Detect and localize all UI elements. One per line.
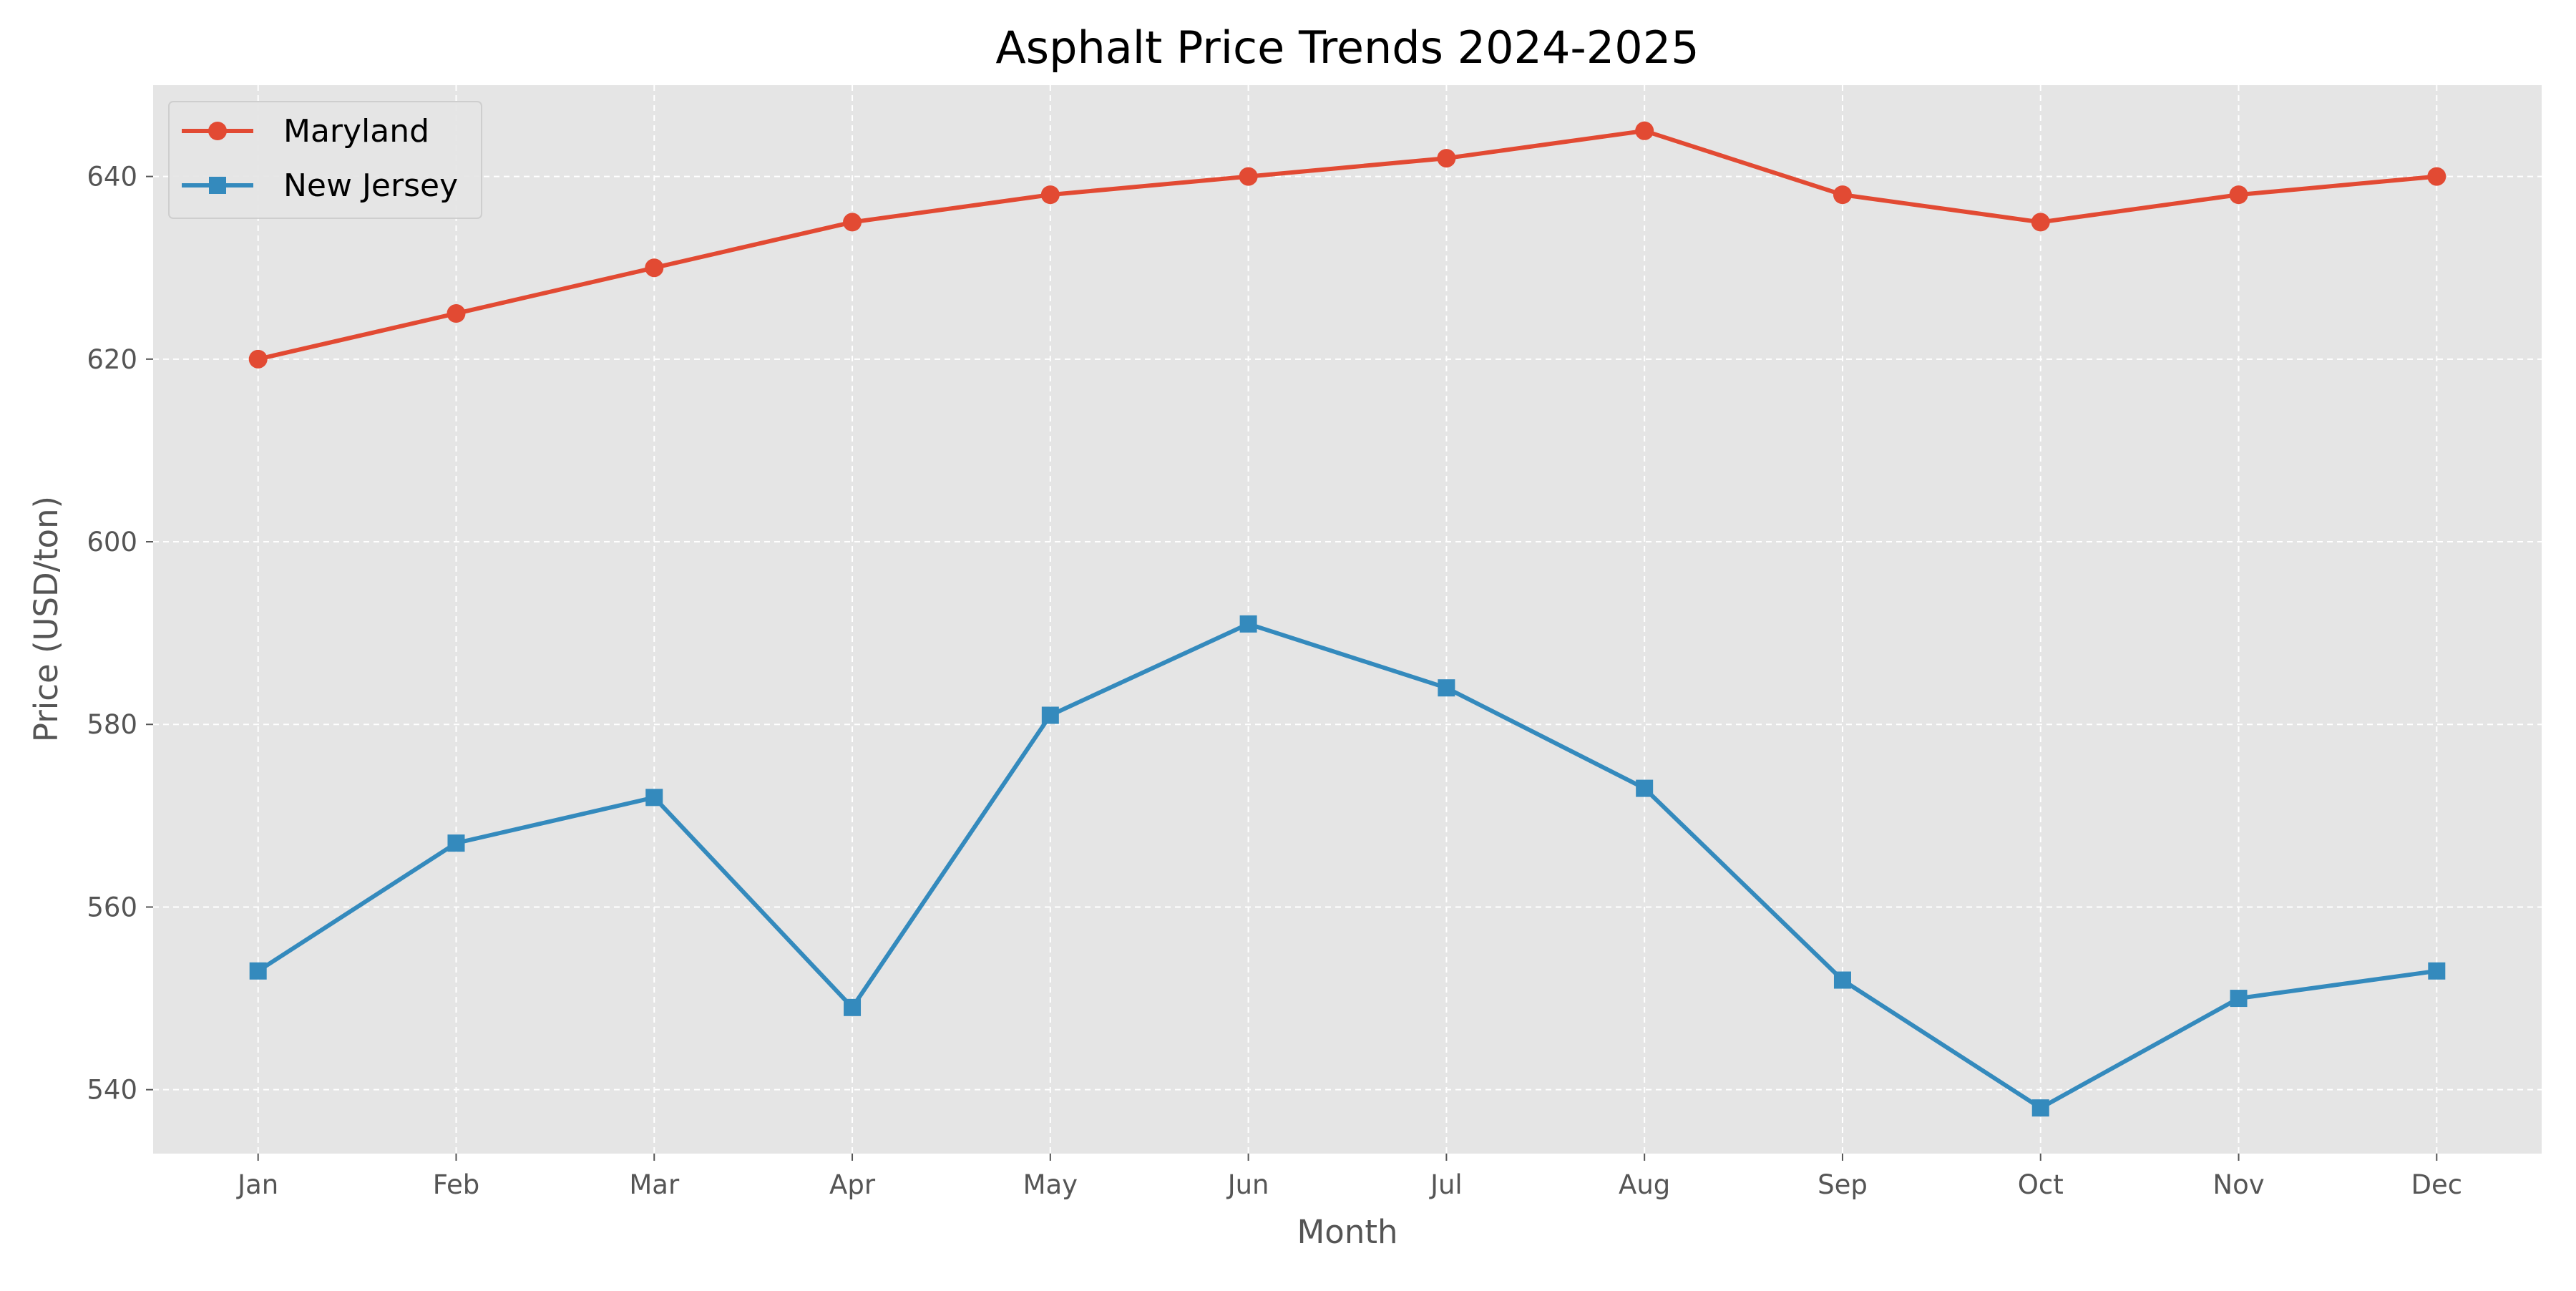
x-tick-label: Apr	[829, 1169, 876, 1200]
data-point-new-jersey	[1636, 779, 1654, 797]
data-point-maryland	[843, 213, 862, 232]
chart-title: Asphalt Price Trends 2024-2025	[995, 21, 1699, 74]
series-layer	[248, 121, 2446, 1117]
y-tick-label: 580	[87, 709, 137, 740]
data-point-maryland	[1040, 185, 1060, 205]
data-point-maryland	[2229, 185, 2248, 205]
data-point-new-jersey	[1041, 706, 1059, 724]
data-point-new-jersey	[1833, 971, 1851, 989]
data-point-maryland	[248, 349, 268, 369]
data-point-new-jersey	[249, 962, 267, 980]
legend-label-maryland: Maryland	[283, 113, 429, 150]
data-point-maryland	[2031, 213, 2050, 232]
x-tick-label: Oct	[2018, 1169, 2064, 1200]
data-point-maryland	[645, 258, 664, 278]
series-line-new-jersey	[257, 621, 2437, 1111]
x-tick-label: May	[1023, 1169, 1078, 1200]
data-point-maryland	[1239, 167, 1258, 186]
data-point-new-jersey	[844, 998, 862, 1016]
x-axis-label: Month	[1297, 1213, 1397, 1251]
data-point-maryland	[1635, 121, 1654, 140]
data-point-new-jersey	[1438, 679, 1455, 697]
y-tick-label: 640	[87, 162, 137, 193]
data-point-maryland	[447, 304, 466, 323]
data-point-new-jersey	[645, 789, 663, 807]
y-tick-label: 620	[87, 344, 137, 375]
y-axis-label: Price (USD/ton)	[27, 496, 65, 742]
plot-background	[153, 85, 2542, 1154]
y-axis: 540 560 580 600 620 640	[87, 162, 153, 1106]
grid	[153, 85, 2542, 1154]
x-tick-label: Jun	[1226, 1169, 1269, 1200]
x-tick-label: Dec	[2411, 1169, 2463, 1200]
x-tick-label: Sep	[1818, 1169, 1868, 1200]
y-tick-label: 600	[87, 527, 137, 557]
legend-marker-new-jersey	[209, 177, 226, 194]
y-tick-label: 560	[87, 892, 137, 922]
data-point-new-jersey	[2428, 962, 2446, 980]
legend-marker-maryland	[208, 122, 227, 140]
data-point-new-jersey	[1239, 615, 1257, 633]
x-tick-label: Mar	[629, 1169, 680, 1200]
x-tick-label: Aug	[1619, 1169, 1670, 1200]
legend: Maryland New Jersey	[168, 101, 482, 219]
x-axis: Jan Feb Mar Apr May Jun Jul Aug Sep Oct Nov Dec	[236, 1154, 2462, 1200]
y-tick-label: 540	[87, 1075, 137, 1106]
x-tick-label: Jul	[1429, 1169, 1463, 1200]
x-tick-label: Nov	[2212, 1169, 2264, 1200]
x-tick-label: Feb	[433, 1169, 480, 1200]
data-point-new-jersey	[2031, 1099, 2049, 1117]
series-line-maryland	[258, 128, 2437, 361]
data-point-new-jersey	[447, 834, 465, 852]
data-point-maryland	[2427, 167, 2446, 186]
data-point-maryland	[1833, 185, 1852, 205]
x-tick-label: Jan	[236, 1169, 278, 1200]
data-point-new-jersey	[2230, 990, 2248, 1008]
data-point-maryland	[1437, 149, 1456, 168]
legend-label-new-jersey: New Jersey	[283, 167, 458, 204]
